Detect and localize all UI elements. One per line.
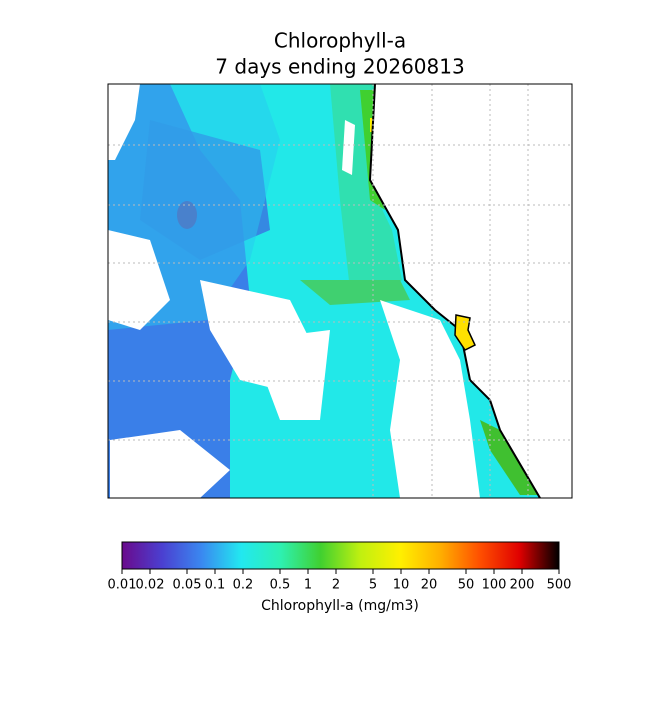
colorbar-tick-label: 2	[332, 578, 340, 593]
colorbar-tick-label: 0.5	[270, 578, 291, 593]
graticule	[108, 84, 572, 498]
bay	[454, 314, 476, 351]
chart-subtitle: 7 days ending 20260813	[215, 55, 464, 79]
colorbar-tick-label: 0.01	[108, 578, 137, 593]
colorbar-tick-label: 0.05	[173, 578, 202, 593]
colorbar-tick-label: 0.02	[136, 578, 165, 593]
clouds	[108, 84, 480, 498]
colorbar	[121, 541, 560, 570]
colorbar-label: Chlorophyll-a (mg/m3)	[261, 598, 419, 614]
colorbar-tick-label: 20	[421, 578, 438, 593]
map	[108, 84, 572, 498]
chart-title: Chlorophyll-a	[274, 29, 406, 53]
colorbar-tick-label: 1	[304, 578, 312, 593]
colorbar-tick-label: 10	[393, 578, 410, 593]
nearshore-high	[300, 280, 410, 305]
colorbar-tick-label: 0.2	[233, 578, 254, 593]
colorbar-tick-label: 0.1	[205, 578, 226, 593]
colorbar-tick-label: 50	[458, 578, 475, 593]
land	[370, 84, 572, 498]
colorbar-tick-label: 100	[482, 578, 507, 593]
nearshore-high	[480, 420, 540, 495]
map-frame	[107, 83, 573, 499]
colorbar-tick-label: 200	[510, 578, 535, 593]
colorbar-tick-label: 5	[369, 578, 377, 593]
colorbar-tick-label: 500	[547, 578, 572, 593]
